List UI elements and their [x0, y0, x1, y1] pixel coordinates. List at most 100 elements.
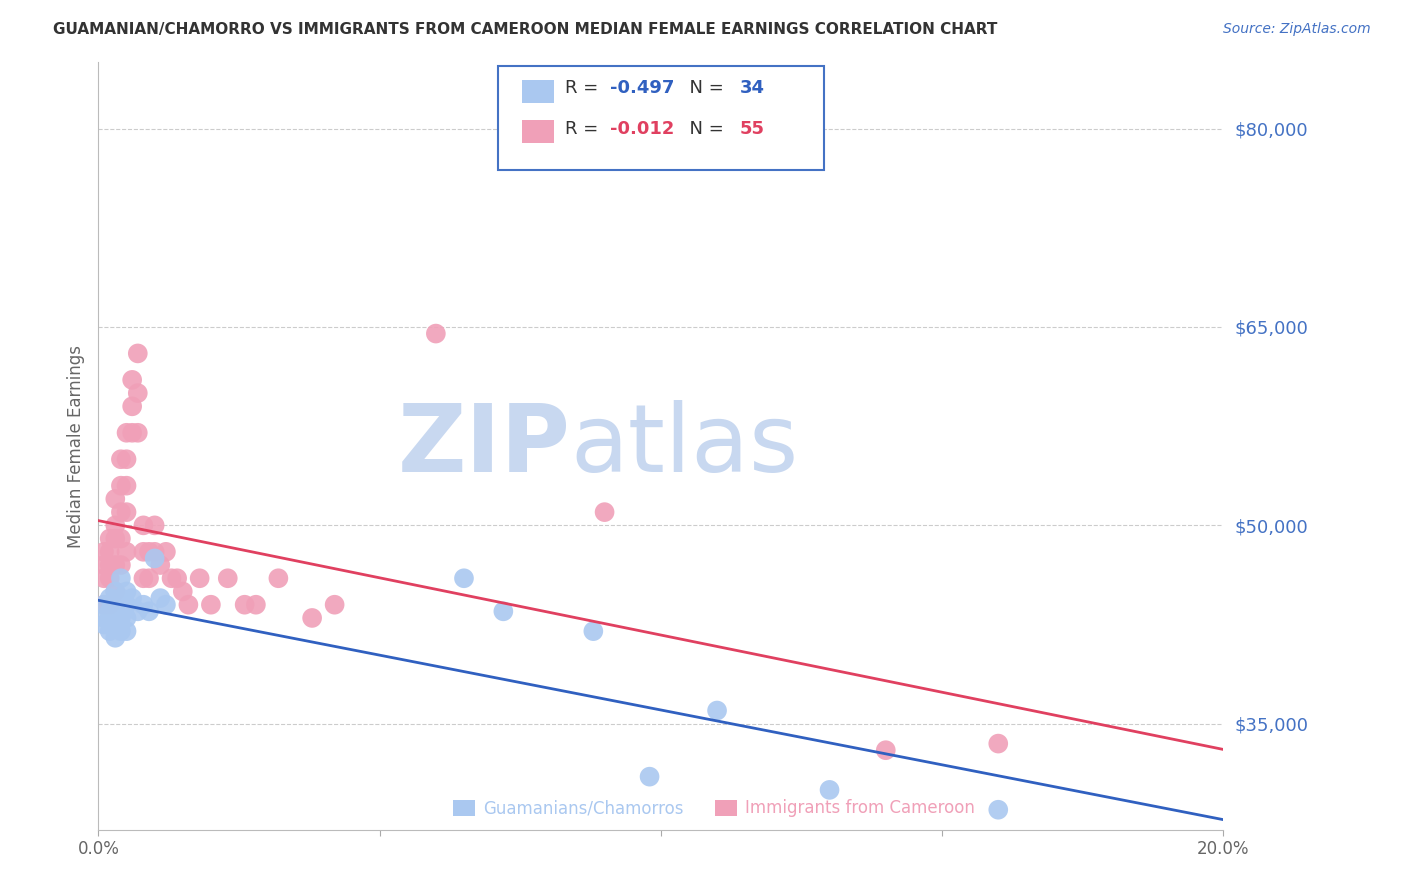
- Point: [104, 604, 127, 618]
- Text: N =: N =: [678, 120, 730, 138]
- Text: N =: N =: [678, 78, 730, 96]
- Point: [104, 598, 127, 612]
- Point: [155, 545, 177, 559]
- Point: [706, 704, 728, 718]
- Point: [110, 591, 132, 606]
- Point: [93, 598, 115, 612]
- Point: [267, 571, 290, 585]
- Text: 34: 34: [740, 78, 765, 96]
- FancyBboxPatch shape: [714, 800, 737, 816]
- Point: [453, 571, 475, 585]
- Point: [127, 386, 149, 401]
- Point: [166, 571, 188, 585]
- Text: R =: R =: [565, 78, 605, 96]
- Point: [115, 452, 138, 467]
- Point: [593, 505, 616, 519]
- Point: [121, 400, 143, 414]
- Point: [425, 326, 447, 341]
- Point: [110, 452, 132, 467]
- Point: [638, 770, 661, 784]
- Point: [149, 591, 172, 606]
- Point: [98, 591, 121, 606]
- Point: [127, 604, 149, 618]
- Point: [127, 425, 149, 440]
- Point: [110, 478, 132, 492]
- Point: [98, 611, 121, 625]
- Point: [188, 571, 211, 585]
- Point: [132, 571, 155, 585]
- Text: Immigrants from Cameroon: Immigrants from Cameroon: [745, 799, 974, 817]
- Point: [233, 598, 256, 612]
- Point: [160, 571, 183, 585]
- Point: [987, 737, 1010, 751]
- Y-axis label: Median Female Earnings: Median Female Earnings: [66, 344, 84, 548]
- Point: [98, 604, 121, 618]
- Point: [115, 505, 138, 519]
- Point: [93, 611, 115, 625]
- Point: [93, 558, 115, 572]
- Point: [98, 545, 121, 559]
- Point: [110, 558, 132, 572]
- Point: [149, 558, 172, 572]
- Point: [582, 624, 605, 639]
- Point: [110, 532, 132, 546]
- Point: [121, 373, 143, 387]
- Point: [104, 584, 127, 599]
- FancyBboxPatch shape: [498, 66, 824, 169]
- Point: [110, 571, 132, 585]
- Text: ZIP: ZIP: [398, 400, 571, 492]
- Point: [93, 617, 115, 632]
- Point: [143, 551, 166, 566]
- Point: [104, 491, 127, 506]
- Point: [98, 598, 121, 612]
- Point: [115, 584, 138, 599]
- Point: [875, 743, 897, 757]
- Point: [115, 598, 138, 612]
- Point: [132, 598, 155, 612]
- Point: [177, 598, 200, 612]
- Point: [492, 604, 515, 618]
- Point: [143, 518, 166, 533]
- Text: atlas: atlas: [571, 400, 799, 492]
- Point: [323, 598, 346, 612]
- Point: [104, 617, 127, 632]
- Point: [132, 545, 155, 559]
- Point: [110, 505, 132, 519]
- Point: [104, 518, 127, 533]
- Point: [98, 571, 121, 585]
- Text: 55: 55: [740, 120, 765, 138]
- Text: Guamanians/Chamorros: Guamanians/Chamorros: [484, 799, 683, 817]
- Text: -0.497: -0.497: [610, 78, 675, 96]
- Point: [104, 631, 127, 645]
- Point: [127, 346, 149, 360]
- Point: [132, 518, 155, 533]
- FancyBboxPatch shape: [523, 120, 554, 143]
- Point: [115, 478, 138, 492]
- Point: [104, 584, 127, 599]
- Point: [93, 571, 115, 585]
- Text: Source: ZipAtlas.com: Source: ZipAtlas.com: [1223, 22, 1371, 37]
- Point: [301, 611, 323, 625]
- Point: [143, 545, 166, 559]
- Point: [245, 598, 267, 612]
- Point: [104, 532, 127, 546]
- Point: [98, 558, 121, 572]
- Point: [98, 624, 121, 639]
- Point: [172, 584, 194, 599]
- Point: [104, 558, 127, 572]
- Point: [115, 611, 138, 625]
- FancyBboxPatch shape: [523, 80, 554, 103]
- Point: [121, 591, 143, 606]
- Point: [121, 425, 143, 440]
- Point: [93, 545, 115, 559]
- Point: [115, 624, 138, 639]
- Point: [138, 604, 160, 618]
- Text: R =: R =: [565, 120, 605, 138]
- Point: [110, 624, 132, 639]
- Point: [155, 598, 177, 612]
- Text: -0.012: -0.012: [610, 120, 675, 138]
- Point: [200, 598, 222, 612]
- Point: [138, 545, 160, 559]
- Point: [138, 571, 160, 585]
- FancyBboxPatch shape: [453, 800, 475, 816]
